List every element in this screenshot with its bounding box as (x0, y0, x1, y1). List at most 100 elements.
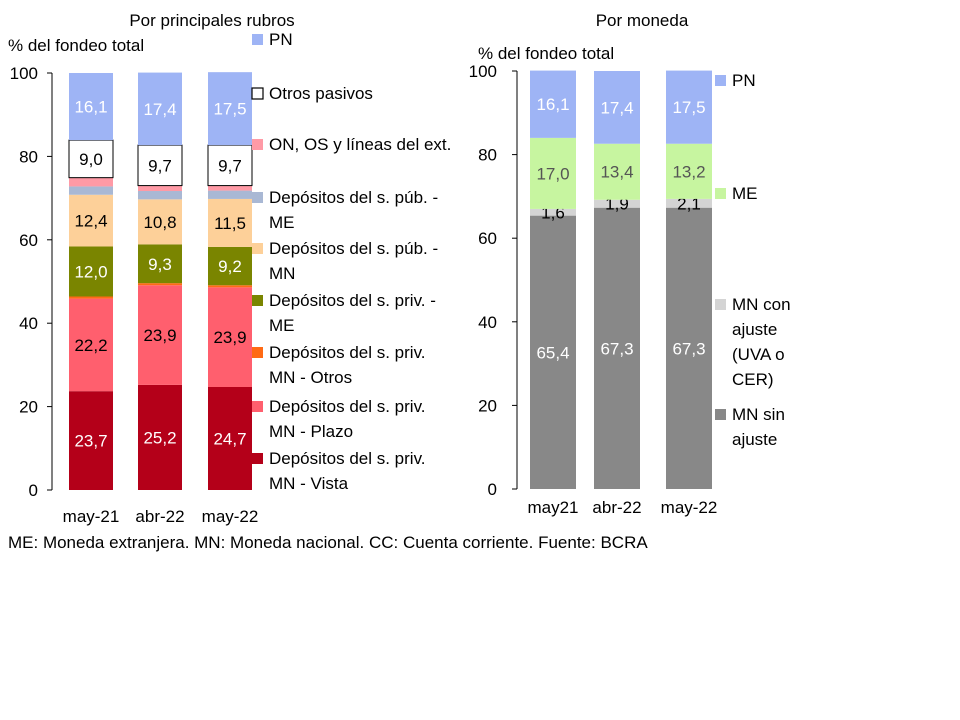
bar-mn-con-ajuste-uva-o-cer-may21 (530, 208, 576, 216)
data-label-pn-may-21: 16,1 (74, 98, 107, 117)
x-tick-label: may-22 (202, 507, 259, 526)
data-label-pn-may-22: 17,5 (213, 100, 246, 119)
legend-swatch-pn (252, 34, 263, 45)
y-tick-label: 100 (10, 64, 38, 83)
bar-depositos-del-s-pub-me-abr-22 (138, 191, 182, 200)
bar-depositos-del-s-priv-mn-plazo-abr-22 (138, 285, 182, 385)
legend-label-depositos-del-s-pub-me: Depósitos del s. púb. -ME (269, 188, 438, 232)
data-label-depositos-del-s-priv-mn-plazo-abr-22: 23,9 (143, 326, 176, 345)
legend-swatch-pn (715, 75, 726, 86)
bar-pn-may-22 (208, 72, 252, 146)
data-label-mn-con-ajuste-uva-o-cer-may-22: 2,1 (677, 194, 701, 213)
y-axis-label: % del fondeo total (8, 36, 144, 55)
bar-pn-may21 (530, 70, 576, 138)
legend-label-on-os-y-lineas-del-ext: ON, OS y líneas del ext. (269, 135, 451, 154)
data-label-pn-may-22: 17,5 (672, 98, 705, 117)
legend-swatch-depositos-del-s-priv-me (252, 295, 263, 306)
bar-on-os-y-lineas-del-ext-may-21 (69, 177, 113, 187)
bar-depositos-del-s-pub-mn-abr-22 (138, 199, 182, 245)
bar-depositos-del-s-priv-mn-otros-may-21 (69, 296, 113, 299)
data-label-pn-may21: 16,1 (536, 95, 569, 114)
bar-depositos-del-s-priv-mn-vista-may-21 (69, 391, 113, 490)
data-label-mn-sin-ajuste-may-22: 67,3 (672, 339, 705, 358)
bar-depositos-del-s-priv-mn-plazo-may-21 (69, 298, 113, 392)
data-label-pn-abr-22: 17,4 (143, 100, 176, 119)
y-tick-label: 20 (478, 396, 497, 415)
data-label-otros-pasivos-may-21: 9,0 (79, 150, 103, 169)
legend-swatch-on-os-y-lineas-del-ext (252, 139, 263, 150)
y-tick-label: 80 (478, 146, 497, 165)
data-label-depositos-del-s-priv-mn-vista-may-21: 23,7 (74, 432, 107, 451)
data-label-depositos-del-s-priv-me-abr-22: 9,3 (148, 255, 172, 274)
data-label-mn-sin-ajuste-abr-22: 67,3 (600, 339, 633, 358)
bar-otros-pasivos-abr-22 (137, 144, 183, 187)
x-tick-label: may-21 (63, 507, 120, 526)
data-label-depositos-del-s-priv-mn-vista-abr-22: 25,2 (143, 428, 176, 447)
bar-mn-con-ajuste-uva-o-cer-abr-22 (594, 199, 640, 208)
bar-me-abr-22 (594, 143, 640, 200)
y-tick-label: 60 (478, 229, 497, 248)
bar-depositos-del-s-priv-mn-vista-abr-22 (138, 384, 182, 490)
bar-depositos-del-s-priv-mn-plazo-may-22 (208, 287, 252, 388)
data-label-depositos-del-s-pub-mn-may-22: 11,5 (214, 214, 246, 233)
chart-principales-rubros: Por principales rubros % del fondeo total… (8, 11, 451, 526)
y-tick-label: 40 (19, 314, 38, 333)
y-tick-label: 20 (19, 398, 38, 417)
x-tick-label: abr-22 (592, 498, 641, 517)
x-tick-label: may21 (527, 498, 578, 517)
data-label-depositos-del-s-pub-mn-may-21: 12,4 (74, 212, 107, 231)
y-axis-label: % del fondeo total (478, 44, 614, 63)
bar-depositos-del-s-priv-me-abr-22 (138, 244, 182, 284)
bar-depositos-del-s-priv-mn-otros-abr-22 (138, 283, 182, 286)
chart-title: Por principales rubros (129, 11, 294, 30)
legend-label-depositos-del-s-priv-mn-vista: Depósitos del s. priv. MN - Vista (269, 449, 426, 493)
bar-depositos-del-s-pub-me-may-22 (208, 190, 252, 199)
legend-label-pn: PN (732, 71, 756, 90)
legend-label-depositos-del-s-pub-mn: Depósitos del s. púb. -MN (269, 239, 438, 283)
legend-label-depositos-del-s-priv-me: Depósitos del s. priv. -ME (269, 291, 436, 335)
bar-depositos-del-s-priv-mn-vista-may-22 (208, 387, 252, 490)
bar-depositos-del-s-priv-me-may-21 (69, 246, 113, 297)
x-tick-label: may-22 (661, 498, 718, 517)
bar-on-os-y-lineas-del-ext-abr-22 (138, 185, 182, 192)
legend-label-otros-pasivos: Otros pasivos (269, 84, 373, 103)
footnote: ME: Moneda extranjera. MN: Moneda nacion… (8, 533, 648, 552)
legend-swatch-me (715, 188, 726, 199)
x-tick-label: abr-22 (135, 507, 184, 526)
bar-pn-may-22 (666, 70, 712, 144)
data-label-pn-abr-22: 17,4 (600, 98, 633, 117)
legend-label-depositos-del-s-priv-mn-otros: Depósitos del s. priv. MN - Otros (269, 343, 426, 387)
legend-label-depositos-del-s-priv-mn-plazo: Depósitos del s. priv. MN - Plazo (269, 397, 426, 441)
bar-depositos-del-s-pub-mn-may-22 (208, 198, 252, 247)
bar-depositos-del-s-pub-me-may-21 (69, 186, 113, 195)
legend-label-pn: PN (269, 30, 293, 49)
legend-label-mn-con-ajuste-uva-o-cer: MN con ajuste (UVA o CER) (732, 295, 791, 389)
legend-label-me: ME (732, 184, 758, 203)
data-label-mn-sin-ajuste-may21: 65,4 (536, 343, 569, 362)
bar-on-os-y-lineas-del-ext-may-22 (208, 185, 252, 191)
legend-label-mn-sin-ajuste: MN sin ajuste (732, 405, 785, 449)
data-label-me-may-22: 13,2 (672, 162, 705, 181)
bar-mn-con-ajuste-uva-o-cer-may-22 (666, 198, 712, 208)
legend-swatch-otros-pasivos (251, 87, 264, 100)
data-label-otros-pasivos-may-22: 9,7 (218, 156, 242, 175)
data-label-depositos-del-s-priv-me-may-22: 9,2 (218, 257, 242, 276)
data-label-depositos-del-s-priv-me-may-21: 12,0 (74, 262, 107, 281)
bar-me-may-22 (666, 143, 712, 199)
y-tick-label: 80 (19, 147, 38, 166)
legend-swatch-mn-con-ajuste-uva-o-cer (715, 299, 726, 310)
legend-swatch-depositos-del-s-priv-mn-vista (252, 453, 263, 464)
bar-depositos-del-s-priv-mn-otros-may-22 (208, 285, 252, 288)
bar-depositos-del-s-pub-mn-may-21 (69, 194, 113, 247)
legend-swatch-depositos-del-s-priv-mn-otros (252, 347, 263, 358)
bar-pn-may-21 (69, 73, 113, 141)
legend-swatch-mn-sin-ajuste (715, 409, 726, 420)
data-label-otros-pasivos-abr-22: 9,7 (148, 156, 172, 175)
bar-mn-sin-ajuste-may-22 (666, 207, 712, 489)
y-tick-label: 0 (29, 481, 38, 500)
y-tick-label: 40 (478, 313, 497, 332)
chart-title: Por moneda (596, 11, 689, 30)
bar-mn-sin-ajuste-may21 (530, 215, 576, 490)
data-label-me-abr-22: 13,4 (600, 163, 633, 182)
